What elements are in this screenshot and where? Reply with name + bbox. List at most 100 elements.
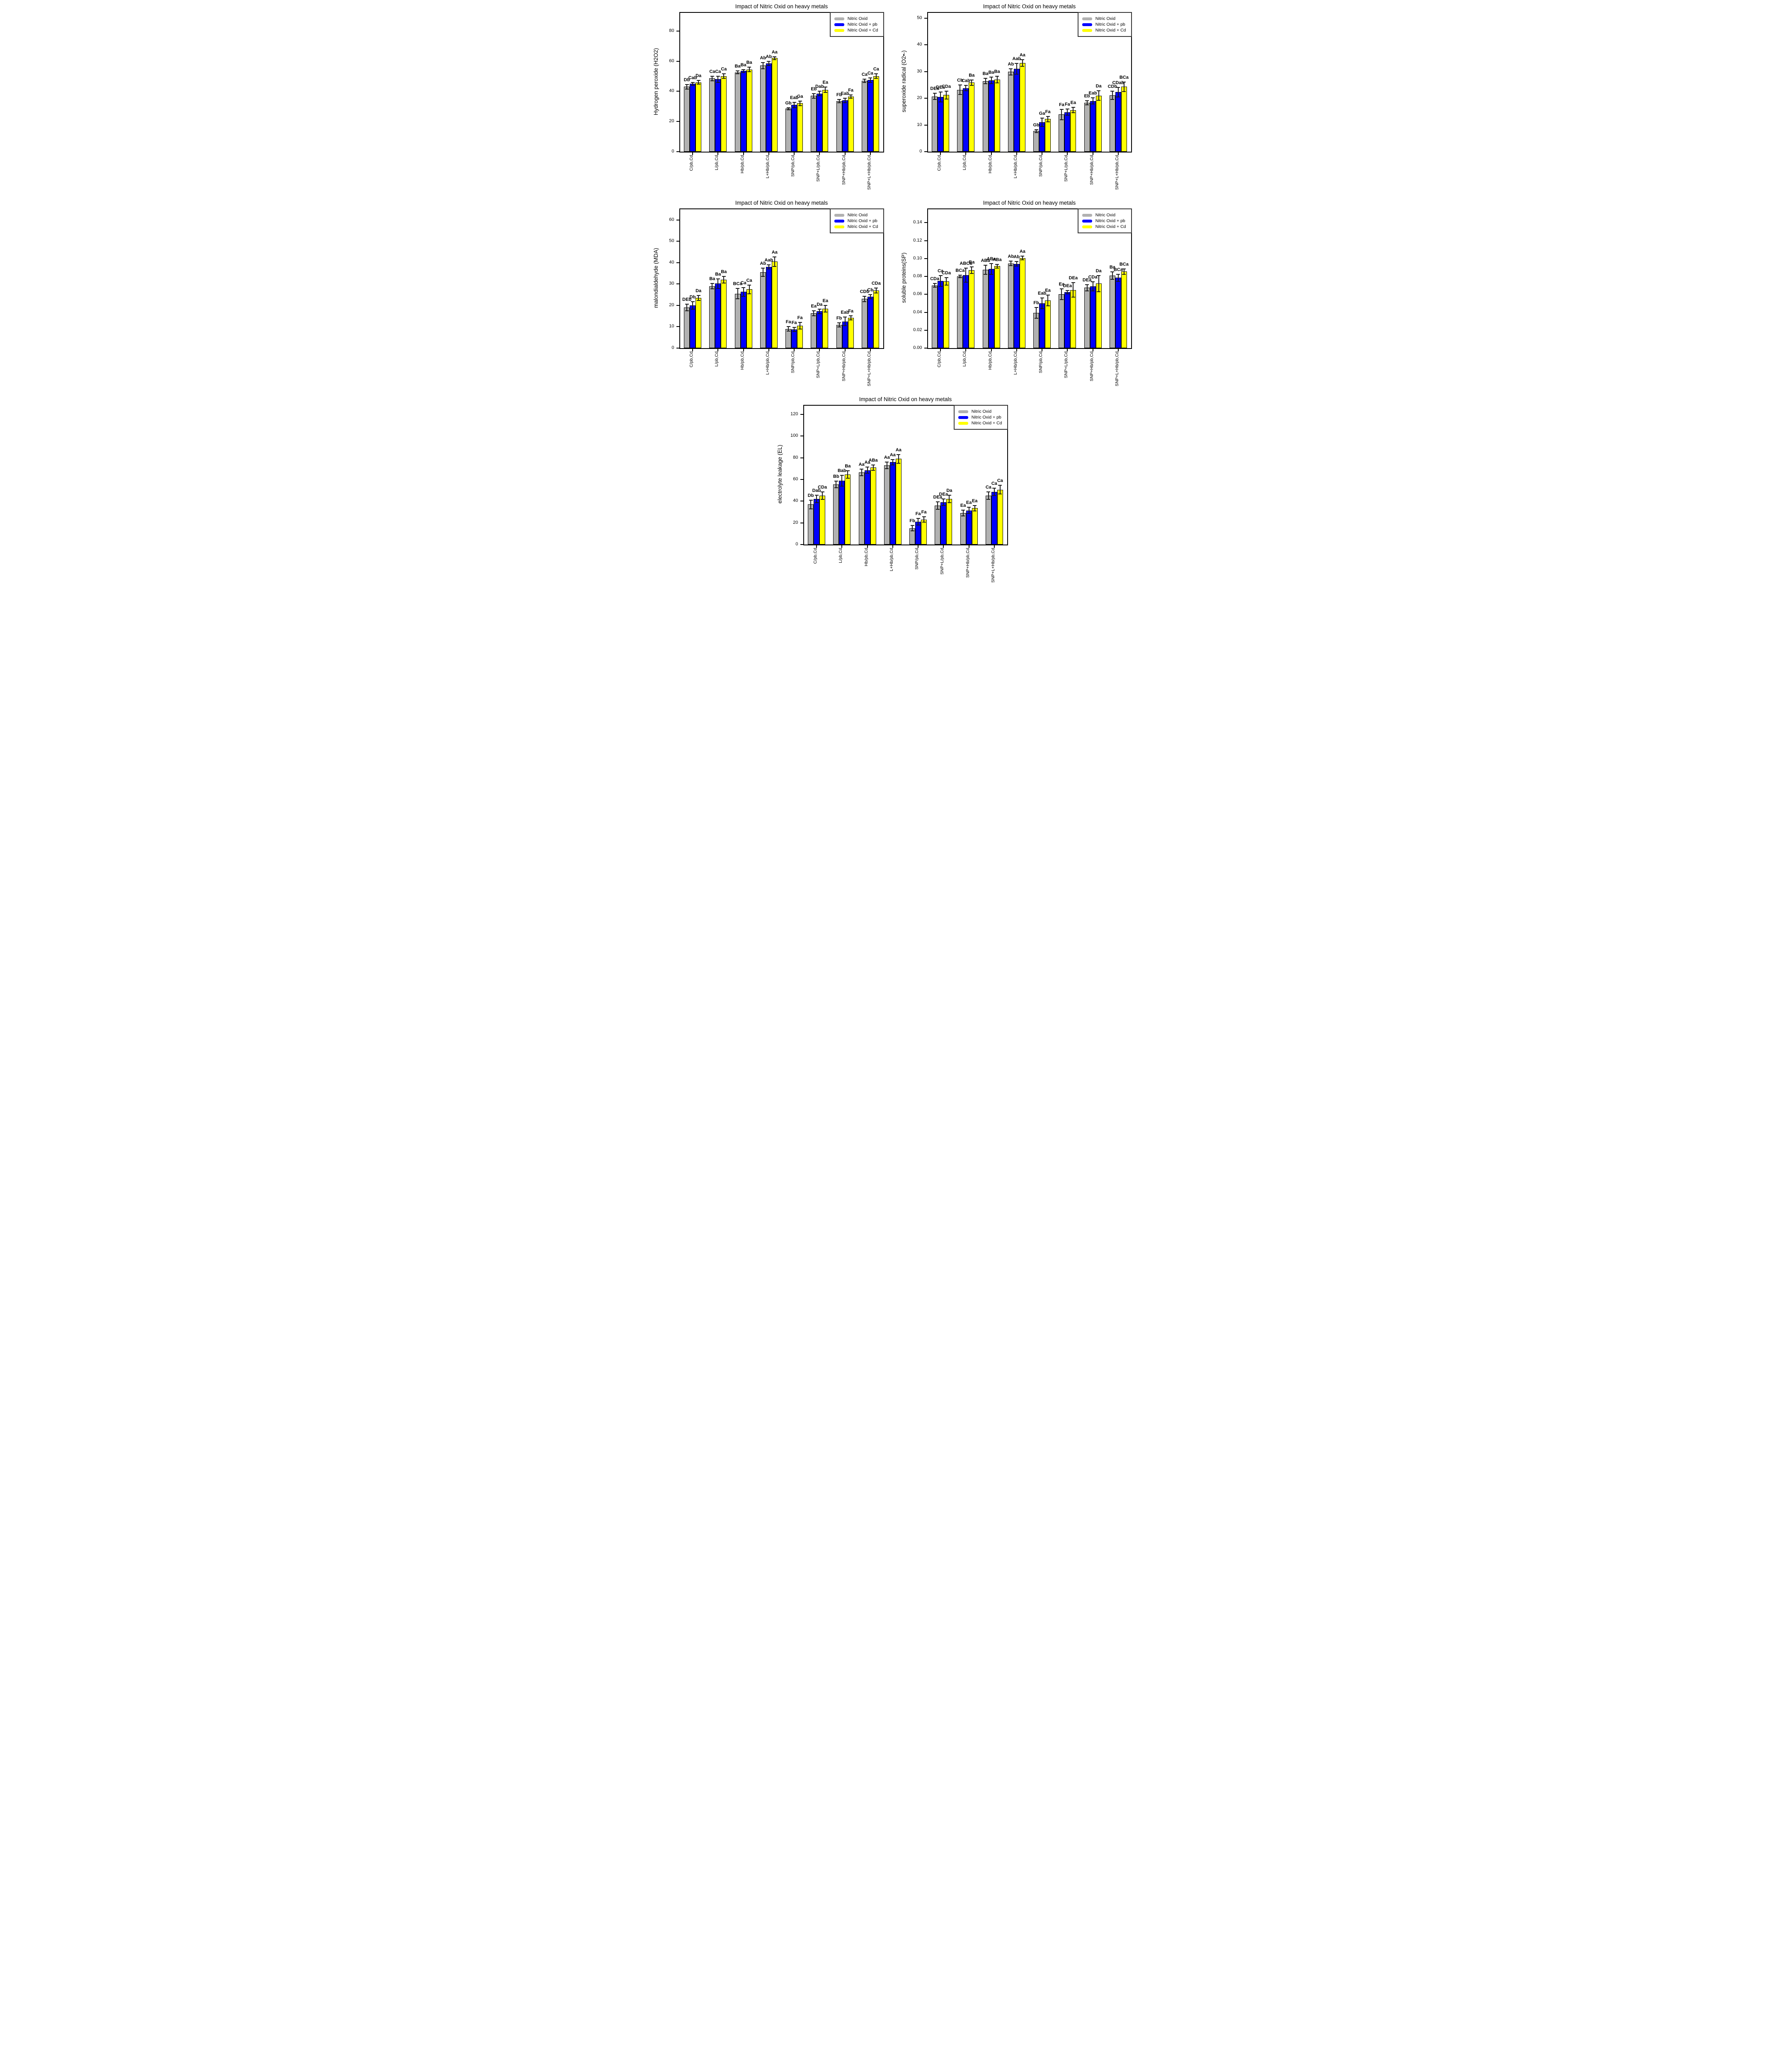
bar-significance-label: Bb bbox=[833, 474, 839, 479]
x-tick-label: SNP+L/pb,Cd bbox=[816, 351, 821, 378]
x-tick-mark bbox=[1067, 349, 1068, 351]
y-tick-label: 50 bbox=[917, 15, 922, 20]
bar-significance-label: Aab bbox=[1012, 56, 1021, 62]
bar bbox=[867, 80, 873, 152]
error-bar-cap bbox=[1091, 97, 1095, 98]
error-bar-cap bbox=[1110, 271, 1115, 273]
error-bar-cap bbox=[1009, 265, 1013, 266]
bar-significance-label: Eab bbox=[841, 91, 849, 96]
bar-significance-label: DEb bbox=[682, 297, 692, 303]
bar bbox=[695, 298, 702, 348]
chart-superoxide-radical: Impact of Nitric Oxid on heavy metals su… bbox=[900, 3, 1134, 194]
error-bar-cap bbox=[773, 56, 777, 57]
x-tick-label: L/pb,Cd bbox=[962, 351, 967, 367]
error-bar-cap bbox=[989, 263, 994, 264]
error-bar-cap bbox=[691, 82, 695, 83]
bar bbox=[785, 109, 792, 152]
bar-significance-label: Ab bbox=[766, 54, 772, 59]
legend-item: Nitric Oxid + pb bbox=[1082, 22, 1126, 27]
bar-significance-label: Ba bbox=[969, 260, 975, 265]
bar bbox=[1121, 271, 1127, 348]
bar-significance-label: Ba bbox=[715, 272, 721, 277]
legend: Nitric Oxid Nitric Oxid + pb Nitric Oxid +… bbox=[829, 208, 884, 233]
bar-significance-label: Ea bbox=[811, 303, 817, 309]
error-bar-cap bbox=[947, 502, 951, 503]
legend-item: Nitric Oxid + Cd bbox=[834, 224, 878, 229]
chart-malondialdehyde: Impact of Nitric Oxid on heavy metals ma… bbox=[652, 200, 887, 390]
error-bar bbox=[1112, 91, 1113, 99]
bar-significance-label: Aa bbox=[884, 455, 890, 460]
error-bar bbox=[971, 267, 972, 274]
error-bar-cap bbox=[868, 77, 872, 78]
error-bar-cap bbox=[1020, 256, 1025, 257]
bar bbox=[709, 78, 715, 152]
y-tick-mark bbox=[924, 44, 928, 46]
bar-significance-label: Ca bbox=[985, 485, 991, 490]
y-tick-mark bbox=[676, 241, 680, 242]
bar bbox=[791, 329, 797, 348]
error-bar-cap bbox=[969, 85, 974, 86]
bar-significance-label: Fa bbox=[848, 308, 854, 314]
error-bar-cap bbox=[868, 298, 872, 300]
y-tick-mark bbox=[676, 326, 680, 327]
y-tick-mark bbox=[676, 121, 680, 122]
legend-label: Nitric Oxid + Cd bbox=[1095, 224, 1126, 229]
bar bbox=[1115, 92, 1121, 152]
legend-color-swatch bbox=[958, 421, 968, 425]
error-bar-cap bbox=[922, 522, 926, 523]
error-bar-cap bbox=[812, 93, 816, 94]
bar bbox=[797, 103, 803, 152]
error-bar bbox=[825, 87, 826, 93]
error-bar-cap bbox=[742, 287, 746, 288]
x-tick-label: L/pb,Cd bbox=[714, 351, 720, 367]
bar-significance-label: Ba bbox=[982, 71, 989, 77]
bar-significance-label: Ba bbox=[740, 62, 746, 68]
error-bar-cap bbox=[863, 296, 867, 297]
bar bbox=[938, 281, 944, 348]
bar bbox=[1019, 63, 1025, 152]
error-bar-cap bbox=[860, 475, 864, 476]
bar bbox=[963, 88, 969, 152]
bar-significance-label: DEa bbox=[1069, 276, 1078, 281]
error-bar-cap bbox=[947, 494, 951, 496]
y-tick-mark bbox=[676, 61, 680, 62]
bar-significance-label: Ea bbox=[972, 498, 978, 503]
bar bbox=[884, 465, 890, 545]
x-tick-label: SNP+Hb/pb,Cd bbox=[841, 155, 846, 185]
error-bar bbox=[847, 471, 848, 479]
error-bar-cap bbox=[849, 94, 853, 96]
error-bar-cap bbox=[944, 284, 948, 286]
bar-significance-label: Ba bbox=[721, 269, 727, 275]
bar bbox=[746, 69, 752, 152]
error-bar-cap bbox=[1097, 90, 1101, 92]
bar bbox=[1013, 69, 1020, 152]
bar-significance-label: Eab bbox=[841, 310, 849, 315]
error-bar-cap bbox=[814, 502, 819, 503]
bar bbox=[889, 462, 896, 545]
x-tick-mark bbox=[1016, 349, 1017, 351]
bar-significance-label: Ca bbox=[715, 69, 721, 74]
legend-color-swatch bbox=[1082, 17, 1092, 20]
error-bar-cap bbox=[1046, 116, 1050, 117]
bar bbox=[771, 261, 778, 348]
bar-significance-label: Ea bbox=[1045, 288, 1051, 293]
legend-item: Nitric Oxid + pb bbox=[834, 22, 878, 27]
error-bar bbox=[1036, 307, 1037, 318]
error-bar-cap bbox=[814, 494, 819, 496]
bar-significance-label: Cb bbox=[957, 77, 963, 83]
error-bar-cap bbox=[967, 506, 971, 508]
x-tick-label: SNP+Hb/pb,Cd bbox=[965, 548, 970, 578]
error-bar-cap bbox=[874, 73, 878, 75]
legend-color-swatch bbox=[834, 225, 844, 228]
bar bbox=[1013, 264, 1020, 348]
x-tick-mark bbox=[1016, 152, 1017, 155]
bar-significance-label: BCa bbox=[1119, 75, 1129, 80]
error-bar-cap bbox=[933, 92, 937, 94]
legend-label: Nitric Oxid + pb bbox=[971, 415, 1001, 420]
error-bar-cap bbox=[786, 326, 790, 327]
bar bbox=[715, 79, 721, 152]
bar-significance-label: Db bbox=[807, 493, 814, 498]
bar-significance-label: Ga bbox=[1039, 111, 1045, 116]
error-bar-cap bbox=[696, 300, 700, 301]
x-tick-mark bbox=[844, 349, 846, 351]
